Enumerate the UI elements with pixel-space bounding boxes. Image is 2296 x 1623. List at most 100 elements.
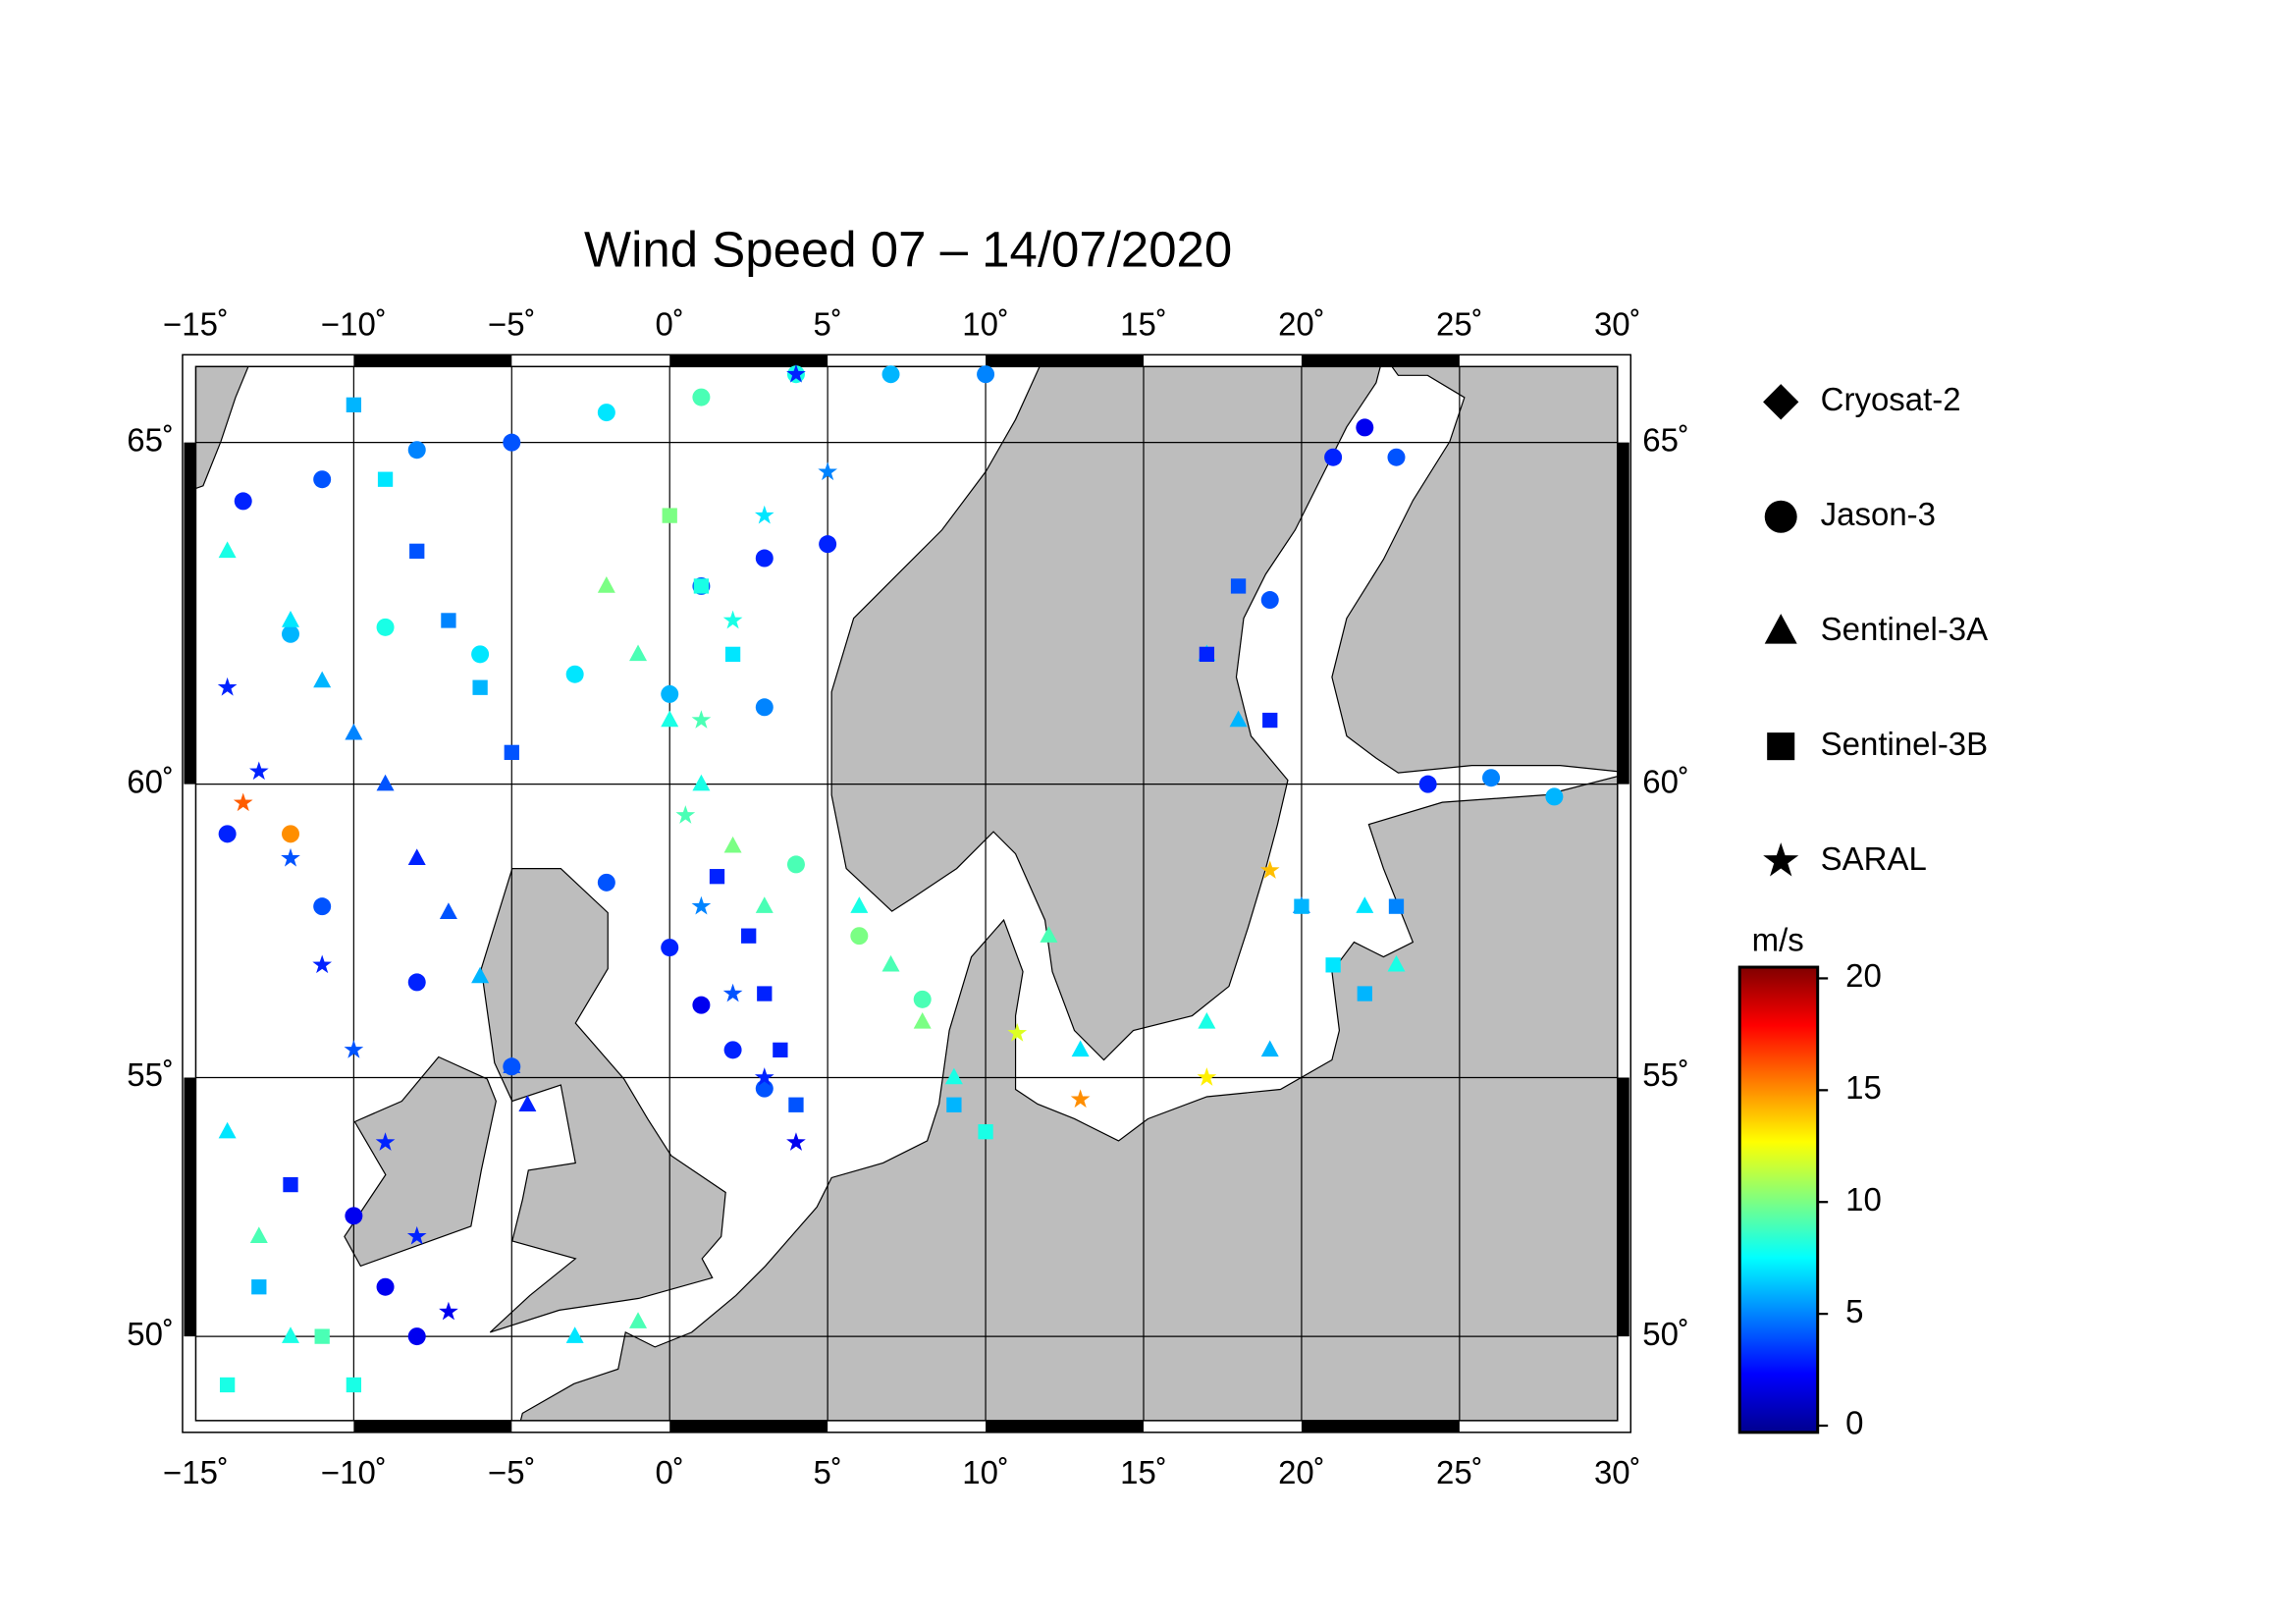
data-point: [881, 954, 900, 972]
data-point: [1229, 710, 1248, 728]
data-point: [692, 388, 711, 406]
frame-band: [1301, 1420, 1460, 1433]
frame-band: [353, 1420, 512, 1433]
data-point: [978, 1124, 993, 1140]
data-point: [661, 939, 679, 957]
iceland: [195, 366, 249, 490]
y-tick-label: 65˚: [127, 421, 174, 458]
data-point: [773, 1042, 788, 1058]
data-point: [754, 1067, 774, 1086]
data-point: [345, 723, 363, 740]
data-point: [693, 578, 710, 594]
x-tick-label: 0˚: [656, 1454, 684, 1490]
data-point: [723, 1041, 742, 1059]
frame-band: [669, 1420, 828, 1433]
data-point: [1071, 1040, 1090, 1057]
data-point: [407, 973, 426, 992]
x-tick-label: 15˚: [1120, 306, 1167, 343]
data-point: [439, 902, 457, 919]
data-point: [406, 1225, 427, 1245]
y-tick-label: 55˚: [127, 1056, 174, 1093]
data-point: [409, 543, 425, 559]
data-point: [503, 1056, 521, 1074]
legend-label: Cryosat-2: [1821, 381, 1961, 417]
x-tick-label: 30˚: [1594, 306, 1641, 343]
data-point: [376, 1277, 395, 1296]
data-point: [377, 471, 394, 487]
data-point: [1387, 448, 1406, 466]
data-point: [565, 665, 584, 683]
great-britain: [480, 867, 726, 1333]
x-tick-label: −10˚: [321, 1454, 387, 1490]
data-point: [375, 1132, 396, 1151]
data-point: [313, 671, 332, 688]
data-point: [661, 684, 679, 703]
data-point: [439, 1301, 458, 1321]
data-point: [234, 492, 252, 511]
x-tick-label: 10˚: [962, 1454, 1009, 1490]
data-point: [691, 710, 712, 729]
data-point: [1294, 898, 1309, 914]
data-point: [217, 676, 238, 696]
frame-band: [1617, 1077, 1629, 1337]
data-point: [1040, 926, 1058, 943]
frame-band: [353, 354, 512, 367]
data-point: [1418, 775, 1437, 793]
data-point: [407, 848, 426, 865]
legend-marker: [1764, 500, 1797, 533]
data-point: [662, 508, 677, 523]
frame-band: [669, 354, 828, 367]
colorbar-tick-label: 5: [1845, 1293, 1863, 1329]
data-point: [1324, 448, 1343, 466]
x-tick-label: −5˚: [488, 306, 536, 343]
data-point: [345, 1207, 363, 1225]
data-point: [675, 805, 696, 824]
data-point: [754, 505, 774, 524]
data-point: [755, 549, 774, 568]
data-point: [282, 825, 299, 843]
data-point: [219, 1377, 236, 1393]
data-point: [741, 928, 757, 944]
legend-marker: [1763, 842, 1799, 877]
data-point: [1262, 712, 1278, 729]
colorbar-tick-label: 10: [1845, 1181, 1882, 1217]
data-point: [722, 610, 743, 629]
colorbar-tick-label: 20: [1845, 957, 1882, 994]
data-point: [755, 1079, 774, 1098]
data-point: [788, 1097, 804, 1112]
frame-band: [986, 1420, 1145, 1433]
colorbar-label: m/s: [1752, 921, 1804, 957]
outer-frame: [182, 353, 1632, 1434]
data-point: [471, 966, 490, 984]
data-point: [946, 1097, 962, 1112]
data-point: [691, 895, 712, 915]
data-point: [1356, 418, 1374, 437]
data-point: [407, 441, 426, 460]
y-tick-label: 50˚: [127, 1316, 174, 1352]
data-point: [346, 1377, 362, 1393]
data-point: [786, 363, 806, 383]
data-point: [313, 897, 332, 916]
data-point: [1357, 986, 1372, 1001]
x-tick-label: −10˚: [321, 306, 387, 343]
colorbar-tick-label: 0: [1845, 1405, 1863, 1441]
data-point: [441, 613, 456, 628]
x-tick-label: 20˚: [1278, 1454, 1325, 1490]
data-point: [565, 1326, 584, 1343]
data-point: [1260, 1040, 1279, 1057]
data-point: [709, 869, 725, 885]
data-point: [504, 744, 519, 760]
data-point: [723, 836, 742, 853]
map-frame: [194, 365, 1619, 1422]
data-point: [376, 618, 395, 636]
x-tick-label: 5˚: [813, 1454, 841, 1490]
data-point: [282, 1326, 299, 1343]
legend-label: Jason-3: [1821, 496, 1936, 532]
frame-band: [184, 1077, 196, 1337]
data-point: [218, 541, 237, 559]
data-point: [312, 954, 333, 974]
data-point: [1388, 898, 1405, 914]
colorbar: [1737, 965, 1820, 1434]
